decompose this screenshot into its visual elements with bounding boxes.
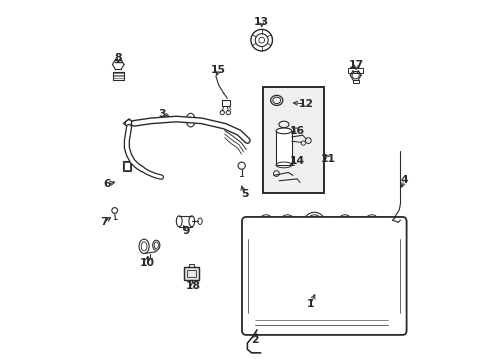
Bar <box>352 80 358 83</box>
Bar <box>263 87 324 193</box>
Text: 14: 14 <box>289 156 305 166</box>
Ellipse shape <box>276 128 291 134</box>
FancyBboxPatch shape <box>242 217 406 335</box>
Bar <box>314 270 357 316</box>
Bar <box>183 267 199 280</box>
Text: 13: 13 <box>254 17 269 27</box>
Bar <box>183 267 199 280</box>
Bar <box>263 87 324 193</box>
Bar <box>187 270 195 277</box>
Bar <box>112 72 124 80</box>
Text: 5: 5 <box>240 189 248 199</box>
Bar <box>222 100 230 107</box>
Bar <box>124 162 130 170</box>
Bar <box>123 161 131 171</box>
Bar <box>258 328 263 332</box>
Text: 17: 17 <box>348 60 363 70</box>
Bar <box>276 131 291 165</box>
Text: 16: 16 <box>289 126 305 135</box>
Text: 10: 10 <box>139 258 154 268</box>
Text: 4: 4 <box>400 175 407 185</box>
Text: 7: 7 <box>100 217 107 227</box>
Text: 8: 8 <box>114 53 122 63</box>
Bar <box>348 68 362 73</box>
Text: 2: 2 <box>251 334 259 345</box>
Bar <box>258 270 298 316</box>
Text: 18: 18 <box>186 281 201 291</box>
Text: 3: 3 <box>158 109 165 119</box>
Text: 15: 15 <box>211 64 226 75</box>
Text: 12: 12 <box>298 99 313 109</box>
Text: 11: 11 <box>321 154 336 164</box>
Text: 1: 1 <box>306 299 314 309</box>
Text: 6: 6 <box>103 179 111 189</box>
Text: 9: 9 <box>183 226 190 236</box>
Bar <box>188 264 194 267</box>
